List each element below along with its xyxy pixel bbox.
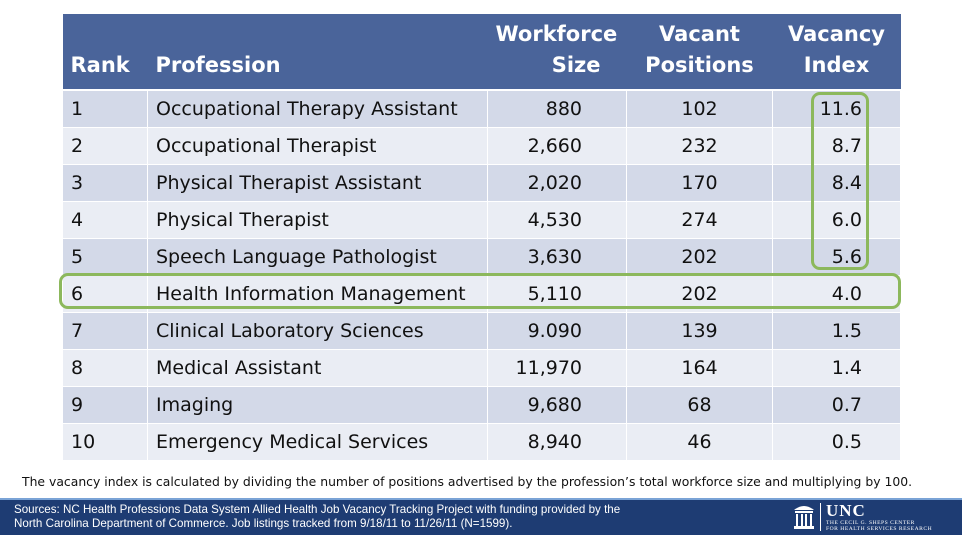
cell-profession: Clinical Laboratory Sciences [147, 311, 488, 350]
cell-vacant-positions: 274 [626, 200, 773, 239]
table-row: 6 Health Information Management 5,110 202 4.… [62, 274, 901, 313]
cell-vacant-positions: 202 [626, 237, 773, 276]
cell-vacant-positions: 232 [626, 126, 773, 165]
table-header-row: Rank Profession Workforce Size Vacant Posi… [62, 14, 901, 91]
cell-rank: 8 [62, 348, 148, 387]
header-workforce-line1: Workforce [495, 22, 618, 46]
cell-workforce-size: 3,630 [487, 237, 627, 276]
cell-rank: 3 [62, 163, 148, 202]
cell-vacant-positions: 139 [626, 311, 773, 350]
header-profession: Profession [147, 14, 488, 91]
cell-vacant-positions: 164 [626, 348, 773, 387]
cell-rank: 2 [62, 126, 148, 165]
vacancy-index-note: The vacancy index is calculated by divid… [22, 474, 913, 489]
table-row: 3 Physical Therapist Assistant 2,020 170 8.4 [62, 163, 901, 202]
cell-vacancy-index: 0.5 [772, 422, 901, 461]
header-index-line2: Index [803, 53, 870, 77]
highlight-row-health-information-management [59, 273, 901, 309]
logo-subtitle: THE CECIL G. SHEPS CENTER FOR HEALTH SER… [826, 520, 932, 532]
header-workforce-line2: Size [551, 53, 601, 77]
vacancy-table-container: Rank Profession Workforce Size Vacant Posi… [59, 14, 901, 461]
cell-workforce-size: 11,970 [487, 348, 627, 387]
sources-line-1: Sources: NC Health Professions Data Syst… [14, 503, 621, 516]
table-row: 8 Medical Assistant 11,970 164 1.4 [62, 348, 901, 387]
table-row: 7 Clinical Laboratory Sciences 9.090 139 1.5 [62, 311, 901, 350]
table-row: 1 Occupational Therapy Assistant 880 102 11.… [62, 89, 901, 128]
cell-vacant-positions: 170 [626, 163, 773, 202]
cell-rank: 10 [62, 422, 148, 461]
cell-rank: 6 [62, 274, 148, 313]
cell-workforce-size: 2,020 [487, 163, 627, 202]
logo-unc-text: UNC [826, 501, 866, 520]
cell-profession: Physical Therapist [147, 200, 488, 239]
cell-workforce-size: 9,680 [487, 385, 627, 424]
cell-vacancy-index: 8.4 [772, 163, 901, 202]
cell-vacancy-index: 0.7 [772, 385, 901, 424]
cell-rank: 7 [62, 311, 148, 350]
cell-vacancy-index: 1.5 [772, 311, 901, 350]
vacancy-table: Rank Profession Workforce Size Vacant Posi… [62, 14, 901, 461]
cell-rank: 1 [62, 89, 148, 128]
cell-profession: Physical Therapist Assistant [147, 163, 488, 202]
footer-bar: Sources: NC Health Professions Data Syst… [0, 498, 962, 535]
cell-workforce-size: 880 [487, 89, 627, 128]
old-well-icon [794, 506, 814, 529]
cell-rank: 4 [62, 200, 148, 239]
header-workforce-size: Workforce Size [487, 14, 627, 91]
header-vacant-positions: Vacant Positions [626, 14, 773, 91]
cell-profession: Imaging [147, 385, 488, 424]
cell-workforce-size: 2,660 [487, 126, 627, 165]
header-vacancy-index: Vacancy Index [772, 14, 901, 91]
cell-profession: Emergency Medical Services [147, 422, 488, 461]
table-row: 9 Imaging 9,680 68 0.7 [62, 385, 901, 424]
cell-profession: Speech Language Pathologist [147, 237, 488, 276]
cell-rank: 5 [62, 237, 148, 276]
highlight-vacancy-index-top5 [811, 92, 869, 270]
header-rank: Rank [62, 14, 148, 91]
header-vacant-line2: Positions [645, 53, 754, 77]
logo-divider [820, 503, 821, 531]
sources-line-2: North Carolina Department of Commerce. J… [14, 516, 513, 530]
logo-subtitle-line-2: FOR HEALTH SERVICES RESEARCH [826, 526, 933, 532]
cell-vacant-positions: 102 [626, 89, 773, 128]
cell-vacancy-index: 8.7 [772, 126, 901, 165]
cell-workforce-size: 9.090 [487, 311, 627, 350]
cell-profession: Medical Assistant [147, 348, 488, 387]
cell-vacancy-index: 11.6 [772, 89, 901, 128]
cell-vacant-positions: 68 [626, 385, 773, 424]
table-body: 1 Occupational Therapy Assistant 880 102 11.… [62, 89, 901, 461]
logo-subtitle-line-1: THE CECIL G. SHEPS CENTER [826, 520, 915, 526]
header-vacant-line1: Vacant [659, 22, 740, 46]
cell-profession: Occupational Therapy Assistant [147, 89, 488, 128]
header-index-line1: Vacancy [788, 22, 885, 46]
cell-vacancy-index: 6.0 [772, 200, 901, 239]
cell-vacant-positions: 46 [626, 422, 773, 461]
table-row: 5 Speech Language Pathologist 3,630 202 5.6 [62, 237, 901, 276]
unc-sheps-logo: UNC THE CECIL G. SHEPS CENTER FOR HEALTH… [792, 501, 952, 532]
table-row: 10 Emergency Medical Services 8,940 46 0.5 [62, 422, 901, 461]
cell-workforce-size: 8,940 [487, 422, 627, 461]
cell-rank: 9 [62, 385, 148, 424]
cell-profession: Occupational Therapist [147, 126, 488, 165]
cell-workforce-size: 4,530 [487, 200, 627, 239]
table-row: 4 Physical Therapist 4,530 274 6.0 [62, 200, 901, 239]
table-row: 2 Occupational Therapist 2,660 232 8.7 [62, 126, 901, 165]
cell-vacancy-index: 1.4 [772, 348, 901, 387]
footer-divider-line [0, 498, 962, 500]
sources-text: Sources: NC Health Professions Data Syst… [14, 503, 714, 530]
